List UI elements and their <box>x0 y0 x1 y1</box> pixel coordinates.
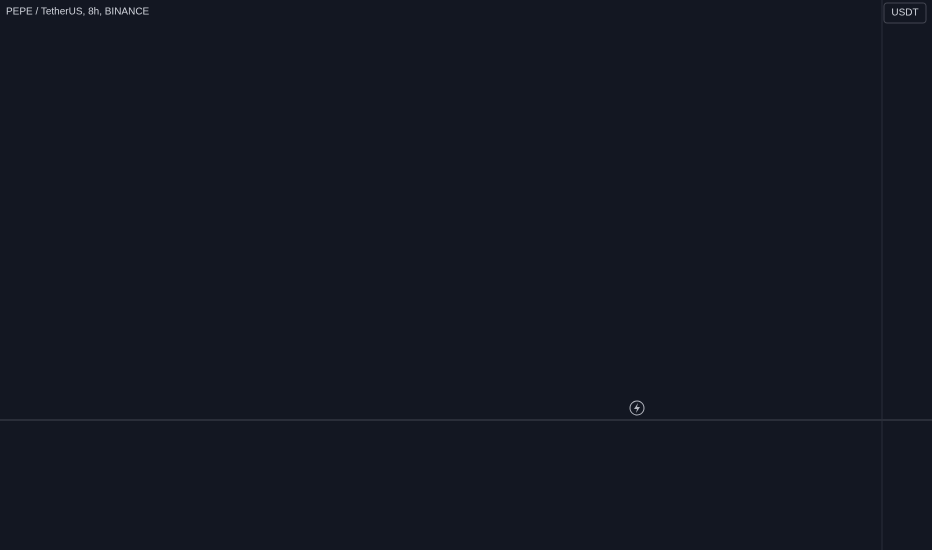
currency[interactable]: USDT <box>891 8 918 19</box>
chart-title: PEPE / TetherUS, 8h, BINANCE <box>6 7 150 18</box>
lightning-icon[interactable] <box>629 400 645 416</box>
lightning-bolt <box>634 403 640 413</box>
currency-box[interactable] <box>883 2 927 24</box>
